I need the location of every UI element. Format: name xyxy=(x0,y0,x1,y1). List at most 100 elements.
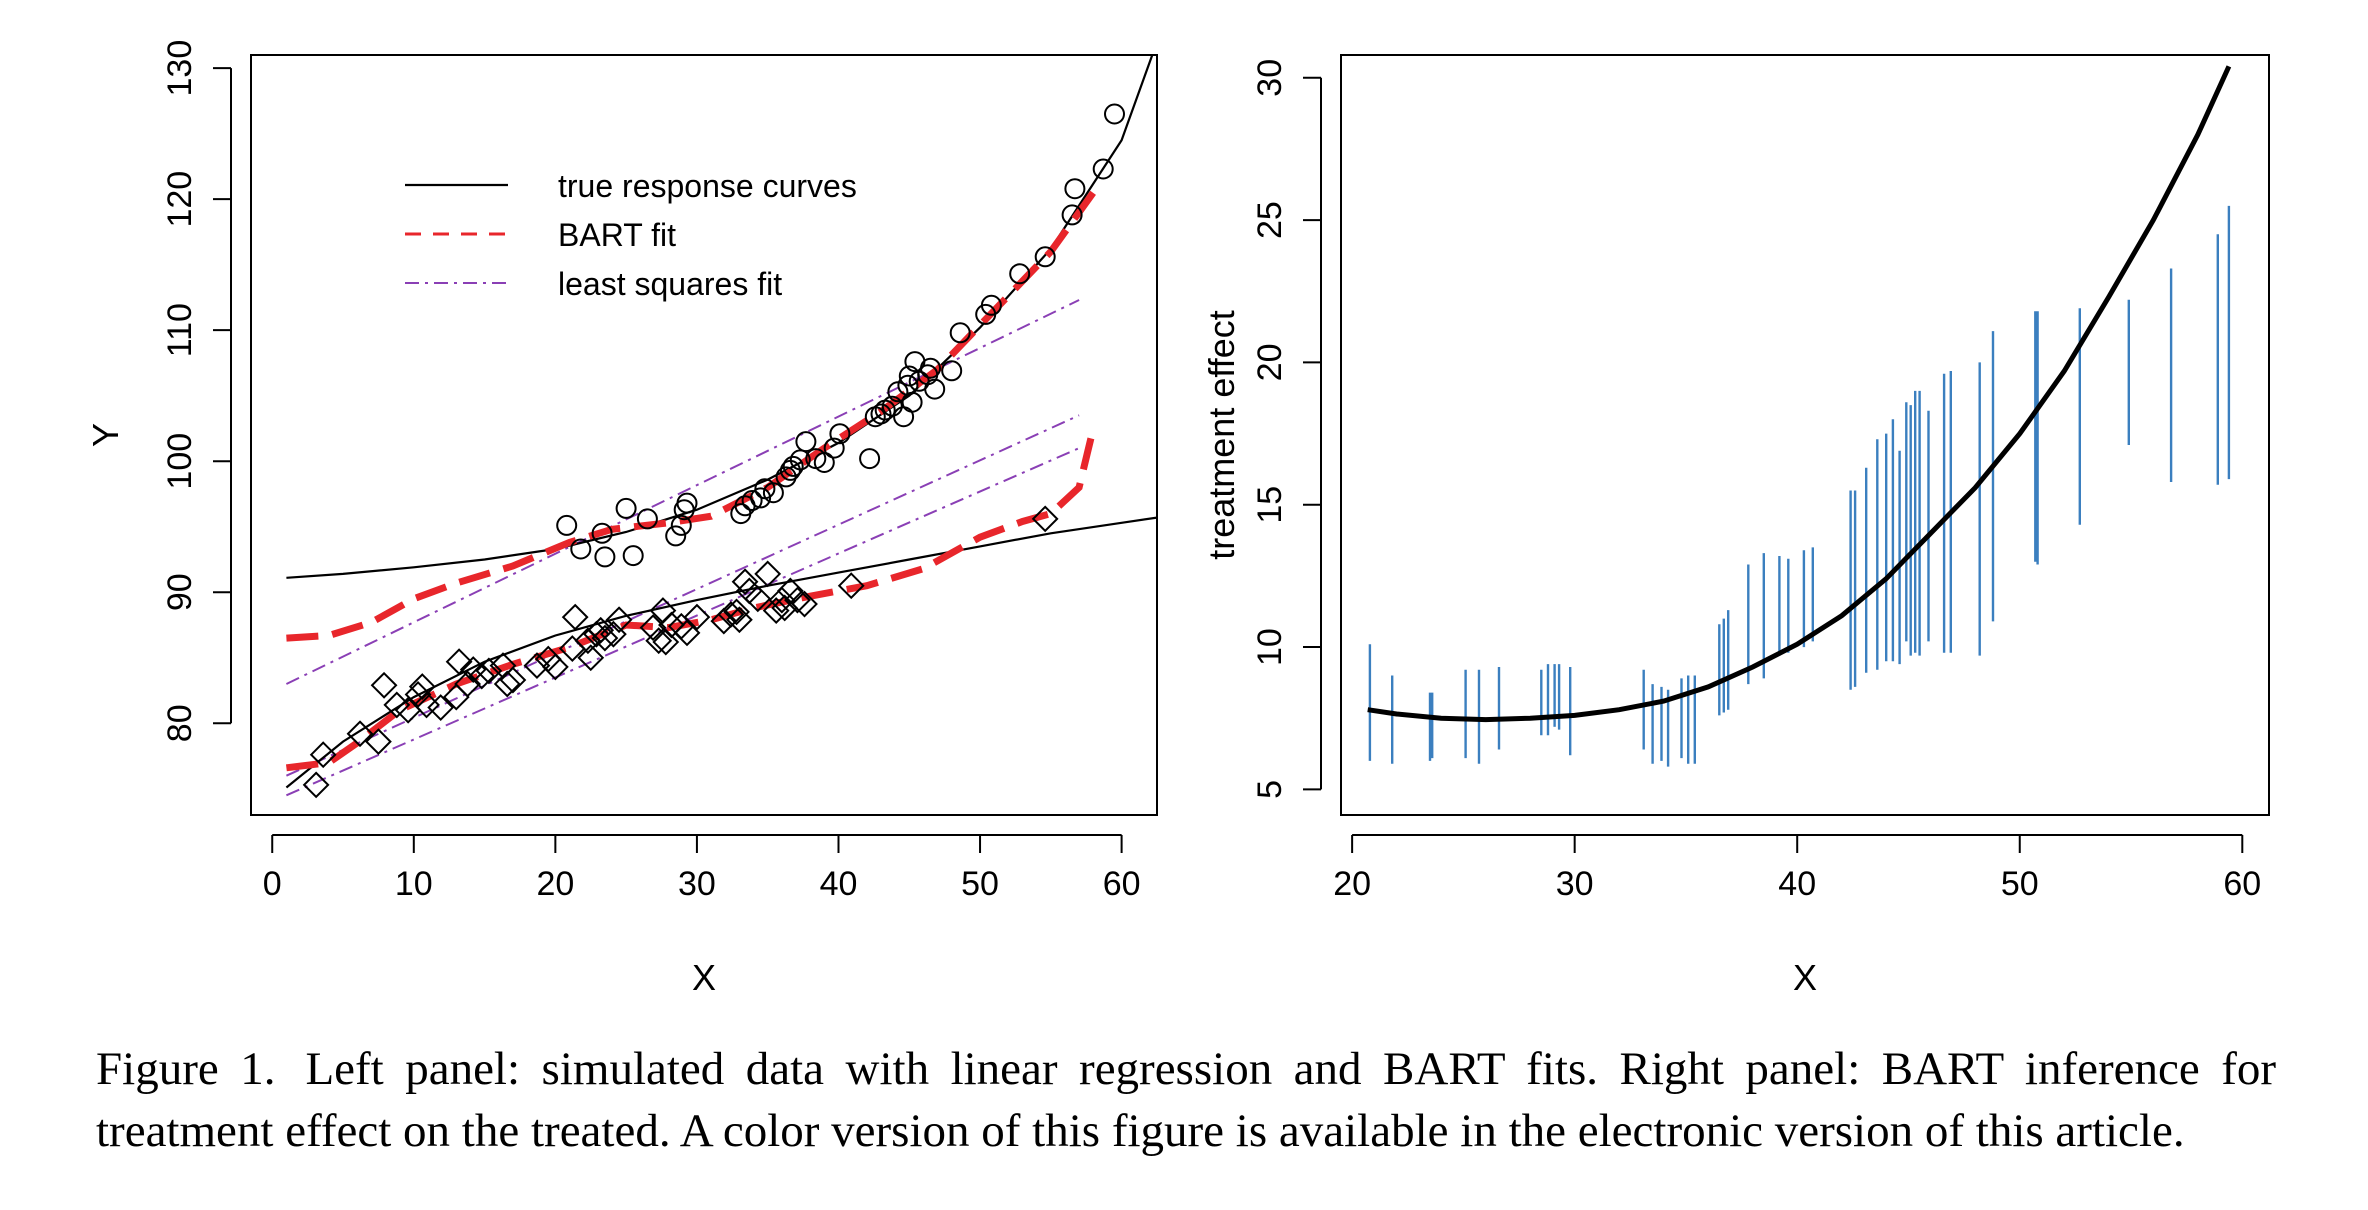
y-tick-label: 90 xyxy=(161,573,199,611)
x-tick-label: 50 xyxy=(961,865,999,903)
data-point-diamond xyxy=(561,603,589,631)
y-axis-label: treatment effect xyxy=(1201,310,1242,559)
data-point-diamond xyxy=(837,572,865,600)
data-point-circle xyxy=(920,357,941,379)
data-point-diamond xyxy=(309,741,337,769)
data-point-diamond xyxy=(523,652,551,680)
caption-label: Figure 1. xyxy=(96,1043,276,1095)
data-point-diamond xyxy=(652,628,680,656)
x-tick-label: 40 xyxy=(1778,865,1816,903)
data-point-circle xyxy=(741,490,763,511)
data-point-diamond xyxy=(645,627,673,655)
y-tick-label: 80 xyxy=(161,704,199,742)
data-point-diamond xyxy=(731,568,759,596)
y-tick-label: 5 xyxy=(1251,780,1289,799)
data-point-circle xyxy=(1064,178,1086,200)
data-point-circle xyxy=(1061,204,1083,226)
legend-label: true response curves xyxy=(558,168,857,204)
data-point-diamond xyxy=(791,590,818,618)
x-tick-label: 10 xyxy=(395,865,433,903)
data-point-circle xyxy=(782,455,804,477)
plot-frame xyxy=(1340,54,2270,816)
data-point-diamond xyxy=(475,657,503,685)
data-point-circle xyxy=(615,497,637,519)
data-point-diamond xyxy=(1031,505,1059,533)
data-point-diamond xyxy=(762,597,790,625)
credible-intervals xyxy=(1368,205,2231,767)
data-point-diamond xyxy=(468,662,496,690)
data-point-diamond xyxy=(754,560,782,588)
true-curve-lower xyxy=(285,516,1157,789)
data-point-diamond xyxy=(710,607,738,635)
data-point-diamond xyxy=(302,771,330,799)
circle-points xyxy=(556,103,1125,568)
data-point-diamond xyxy=(725,606,753,634)
y-tick-label: 130 xyxy=(161,40,199,97)
legend-item: BART fit xyxy=(405,217,676,253)
data-point-diamond xyxy=(493,670,521,698)
data-point-diamond xyxy=(744,585,772,613)
data-point-diamond xyxy=(442,683,470,711)
data-point-circle xyxy=(594,546,616,568)
data-point-diamond xyxy=(541,653,569,681)
y-axis-label: Y xyxy=(85,423,126,447)
data-point-diamond xyxy=(776,577,804,605)
x-tick-label: 0 xyxy=(263,865,282,903)
x-tick-label: 60 xyxy=(1103,865,1141,903)
data-point-diamond xyxy=(346,720,374,748)
treatment-effect-curve xyxy=(1367,65,2232,723)
data-point-diamond xyxy=(784,586,811,614)
data-point-diamond xyxy=(717,601,745,628)
data-point-circle xyxy=(924,378,946,400)
x-tick-label: 50 xyxy=(2001,865,2039,903)
data-point-circle xyxy=(762,482,784,504)
x-axis: 0 10 20 30 40 50 60 xyxy=(263,834,1141,903)
data-point-circle xyxy=(901,391,923,413)
data-point-circle xyxy=(941,360,963,382)
data-point-circle xyxy=(795,431,817,453)
data-point-circle xyxy=(881,395,903,417)
data-point-circle xyxy=(676,492,698,514)
caption-text: Left panel: simulated data with linear r… xyxy=(96,1043,2276,1157)
y-tick-label: 120 xyxy=(161,171,199,228)
data-point-circle xyxy=(636,508,658,530)
data-point-circle xyxy=(556,514,578,536)
data-point-diamond xyxy=(683,603,711,631)
data-point-diamond xyxy=(723,598,750,626)
plot-frame xyxy=(250,54,1158,816)
data-point-diamond xyxy=(364,728,392,756)
x-tick-label: 20 xyxy=(536,865,574,903)
data-point-diamond xyxy=(499,666,527,694)
data-point-circle xyxy=(670,514,692,536)
data-point-circle xyxy=(570,538,592,560)
y-tick-label: 20 xyxy=(1251,344,1289,382)
data-point-circle xyxy=(1034,246,1056,268)
x-axis-label: X xyxy=(1793,957,1817,998)
least-squares-line-upper xyxy=(285,299,1080,685)
bart-fit-lower xyxy=(285,427,1097,772)
data-point-circle xyxy=(665,525,687,547)
figure-caption: Figure 1. Left panel: simulated data with… xyxy=(96,1038,2276,1162)
least-squares-line-middle xyxy=(285,414,1080,777)
y-tick-label: 110 xyxy=(161,303,199,357)
x-axis-label: X xyxy=(692,957,716,998)
legend-label: least squares fit xyxy=(558,266,782,302)
data-point-circle xyxy=(750,487,772,509)
y-tick-label: 10 xyxy=(1251,628,1289,666)
data-point-diamond xyxy=(577,644,605,672)
bart-fit-upper xyxy=(286,190,1097,642)
y-tick-label: 25 xyxy=(1251,201,1289,239)
diamond-points xyxy=(302,505,1059,799)
data-point-circle xyxy=(980,294,1002,316)
legend-item: true response curves xyxy=(405,168,857,204)
data-point-circle xyxy=(591,522,613,544)
data-point-diamond xyxy=(605,606,633,634)
bart-fits xyxy=(285,190,1097,772)
data-point-circle xyxy=(1009,263,1031,285)
data-point-circle xyxy=(870,403,892,425)
data-point-circle xyxy=(813,452,835,473)
x-tick-label: 20 xyxy=(1333,865,1371,903)
